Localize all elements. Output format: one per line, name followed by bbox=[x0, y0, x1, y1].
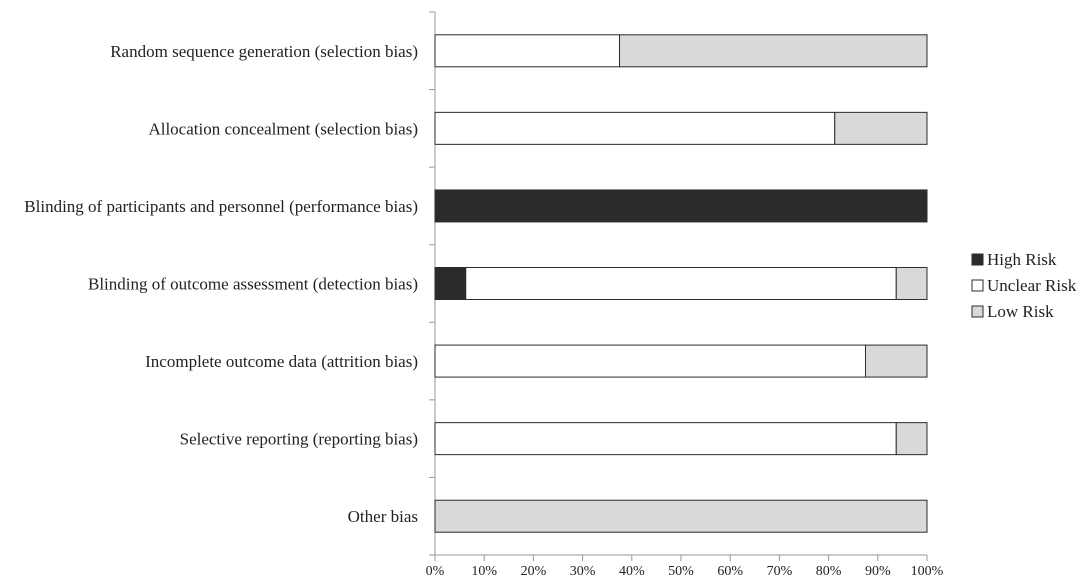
legend-swatch bbox=[971, 279, 984, 292]
category-label: Selective reporting (reporting bias) bbox=[180, 430, 418, 449]
legend-label: Unclear Risk bbox=[987, 276, 1077, 295]
bar-segment-low-risk bbox=[434, 499, 928, 533]
category-label: Allocation concealment (selection bias) bbox=[148, 119, 418, 138]
legend-item: Unclear Risk bbox=[971, 276, 1077, 295]
x-tick-label: 40% bbox=[619, 564, 645, 579]
x-tick-label: 60% bbox=[717, 564, 743, 579]
x-tick-labels: 0% 10% 20% 30% 40% 50% 60% 70% 80% 90% 100% bbox=[426, 564, 944, 579]
bar-segment-high-risk bbox=[434, 267, 467, 300]
legend-item: Low Risk bbox=[971, 302, 1054, 321]
legend-label: Low Risk bbox=[987, 302, 1054, 321]
legend-item: High Risk bbox=[971, 250, 1057, 269]
bar-segment-unclear-risk bbox=[434, 344, 866, 378]
x-tick-label: 50% bbox=[668, 564, 694, 579]
x-tick-label: 0% bbox=[426, 564, 445, 579]
category-label: Random sequence generation (selection bi… bbox=[110, 42, 418, 61]
chart-bars bbox=[434, 34, 928, 533]
bar-segment-high-risk bbox=[434, 189, 928, 223]
category-label: Blinding of participants and personnel (… bbox=[24, 197, 418, 216]
chart-legend: High Risk Unclear Risk Low Risk bbox=[971, 250, 1077, 321]
bar-segment-low-risk bbox=[834, 111, 928, 145]
category-label: Blinding of outcome assessment (detectio… bbox=[88, 275, 418, 294]
bar-segment-unclear-risk bbox=[434, 111, 836, 145]
x-tick-label: 20% bbox=[521, 564, 547, 579]
bar-segment-unclear-risk bbox=[465, 267, 897, 300]
bar-segment-low-risk bbox=[619, 34, 928, 68]
category-label: Other bias bbox=[348, 507, 418, 526]
bar-segment-low-risk bbox=[895, 422, 928, 456]
category-labels: Random sequence generation (selection bi… bbox=[24, 42, 418, 526]
x-tick-label: 100% bbox=[911, 564, 944, 579]
legend-swatch bbox=[971, 305, 984, 318]
bar-segment-low-risk bbox=[865, 344, 928, 378]
bar-segment-unclear-risk bbox=[434, 34, 620, 68]
bar-segment-unclear-risk bbox=[434, 422, 897, 456]
x-tick-label: 90% bbox=[865, 564, 891, 579]
x-tick-label: 80% bbox=[816, 564, 842, 579]
legend-label: High Risk bbox=[987, 250, 1057, 269]
category-label: Incomplete outcome data (attrition bias) bbox=[145, 352, 418, 371]
bar-segment-low-risk bbox=[895, 267, 928, 300]
x-tick-label: 30% bbox=[570, 564, 596, 579]
legend-swatch bbox=[971, 253, 984, 266]
x-tick-label: 10% bbox=[471, 564, 497, 579]
x-tick-label: 70% bbox=[767, 564, 793, 579]
